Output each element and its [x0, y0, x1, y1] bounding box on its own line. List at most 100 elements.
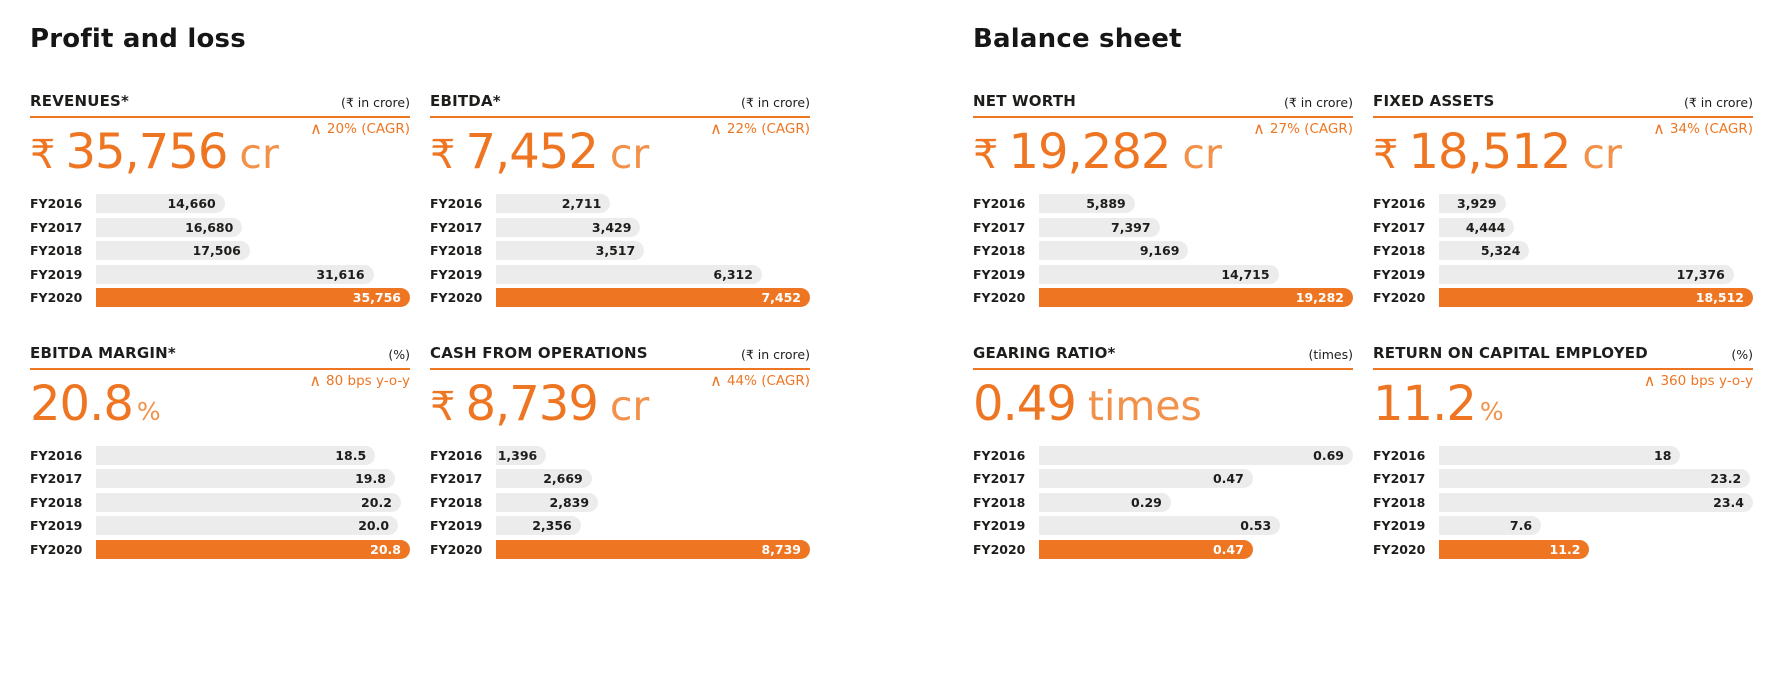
kpi-card-header: RETURN ON CAPITAL EMPLOYED (%) — [1373, 344, 1753, 370]
bar-row: FY2017 3,429 — [430, 217, 810, 237]
bar-track: 0.69 — [1039, 445, 1353, 465]
kpi-card: CASH FROM OPERATIONS (₹ in crore) ₹ 8,73… — [430, 344, 810, 564]
bar: 20.0 — [96, 516, 399, 535]
bar-year-label: FY2017 — [30, 471, 83, 486]
headline-value: ₹ 18,512 cr — [1373, 124, 1622, 180]
card-unit-label: (%) — [388, 346, 410, 362]
bar-track: 3,429 — [496, 217, 810, 237]
bar: 17,506 — [96, 241, 250, 260]
bar-track: 8,739 — [496, 539, 810, 559]
bar: 2,839 — [496, 492, 599, 512]
bar-track: 16,680 — [96, 217, 410, 237]
headline-unit: times — [1087, 381, 1202, 430]
bar-row: FY2016 18.5 — [30, 445, 410, 465]
headline-number: 0.49 — [973, 375, 1077, 432]
section-title: Profit and loss — [30, 24, 246, 54]
bar-row: FY2017 16,680 — [30, 217, 410, 237]
bar: 0.69 — [1039, 445, 1353, 465]
bar: 2,356 — [496, 516, 581, 535]
bar-year-label: FY2019 — [1373, 518, 1426, 533]
bar-value-label: 3,929 — [1457, 196, 1497, 211]
bar-track: 0.29 — [1039, 492, 1353, 512]
up-caret-icon: ∧ — [1643, 370, 1656, 390]
bar-track: 18.5 — [96, 445, 410, 465]
headline-value: 0.49 times — [973, 376, 1202, 432]
bar-row: FY2019 14,715 — [973, 264, 1353, 284]
headline-block: ₹ 35,756 cr ∧ 20% (CAGR) — [30, 118, 410, 192]
bar-value-label: 1,396 — [497, 447, 538, 463]
headline-number: 35,756 — [65, 124, 228, 180]
bar-year-label: FY2018 — [973, 243, 1026, 258]
bar: 23.4 — [1439, 492, 1753, 512]
bar-value-label: 6,312 — [713, 266, 753, 282]
bar-year-label: FY2018 — [30, 494, 83, 510]
bar-value-label: 3,517 — [595, 243, 636, 258]
bar-value-label: 8,739 — [761, 541, 801, 557]
bar-track: 6,312 — [496, 264, 810, 284]
bar-row: FY2018 3,517 — [430, 241, 810, 260]
bar-chart: FY2016 18.5 FY2017 19.8 FY2018 20.2 FY20… — [30, 445, 410, 559]
bar-year-label: FY2019 — [30, 518, 83, 533]
bar-track: 14,660 — [96, 194, 410, 213]
card-unit-label: (₹ in crore) — [1684, 95, 1753, 110]
bar-row: FY2020 0.47 — [973, 539, 1353, 559]
bar-row: FY2020 20.8 — [30, 539, 410, 559]
bar-track: 19.8 — [96, 469, 410, 488]
card-unit-label: (times) — [1308, 346, 1353, 362]
bar-value-label: 0.53 — [1240, 518, 1272, 533]
bar-track: 11.2 — [1439, 539, 1753, 559]
bar-track: 23.4 — [1439, 492, 1753, 512]
bar-value-label: 35,756 — [352, 290, 401, 305]
headline-block: ₹ 18,512 cr ∧ 34% (CAGR) — [1373, 118, 1753, 192]
up-caret-icon: ∧ — [310, 119, 322, 138]
bar-year-label: FY2017 — [1373, 219, 1426, 235]
change-text: 34% (CAGR) — [1669, 121, 1753, 137]
change-text: 27% (CAGR) — [1269, 121, 1353, 137]
bar-value-label: 16,680 — [185, 219, 234, 235]
card-unit-label: (₹ in crore) — [1284, 95, 1353, 110]
headline-block: 11.2 % ∧ 360 bps y-o-y — [1373, 370, 1753, 444]
card-title: EBITDA* — [430, 92, 501, 110]
up-caret-icon: ∧ — [1653, 119, 1665, 138]
bar: 14,660 — [96, 194, 225, 213]
bar-track: 2,669 — [496, 469, 810, 488]
bar-year-label: FY2020 — [430, 290, 483, 305]
kpi-card: RETURN ON CAPITAL EMPLOYED (%) 11.2 % ∧ … — [1373, 344, 1753, 564]
kpi-card-header: NET WORTH (₹ in crore) — [973, 92, 1353, 118]
change-indicator: ∧ 22% (CAGR) — [710, 121, 810, 138]
kpi-card: NET WORTH (₹ in crore) ₹ 19,282 cr ∧ 27%… — [973, 92, 1353, 312]
bar: 4,444 — [1439, 217, 1515, 237]
kpi-card-header: FIXED ASSETS (₹ in crore) — [1373, 92, 1753, 118]
bar-track: 0.47 — [1039, 469, 1353, 488]
bar-value-label: 5,889 — [1086, 196, 1126, 211]
bar-row: FY2019 6,312 — [430, 264, 810, 284]
bar-row: FY2018 20.2 — [30, 492, 410, 512]
bar-track: 14,715 — [1039, 264, 1353, 284]
change-text: 22% (CAGR) — [726, 121, 810, 137]
bar: 7.6 — [1439, 516, 1542, 535]
bar-track: 1,396 — [496, 445, 810, 465]
change-text: 44% (CAGR) — [726, 372, 810, 389]
bar-year-label: FY2016 — [30, 447, 83, 463]
headline-unit: % — [1479, 396, 1504, 426]
bar: 19,282 — [1039, 288, 1353, 307]
kpi-card: FIXED ASSETS (₹ in crore) ₹ 18,512 cr ∧ … — [1373, 92, 1753, 312]
bar-year-label: FY2017 — [973, 219, 1026, 235]
headline-unit: % — [136, 396, 161, 426]
bar-value-label: 20.8 — [370, 541, 401, 557]
bar-row: FY2020 19,282 — [973, 288, 1353, 307]
bar: 14,715 — [1039, 264, 1279, 284]
bar-track: 7.6 — [1439, 516, 1753, 535]
bar-value-label: 19.8 — [355, 471, 386, 486]
bar-row: FY2016 2,711 — [430, 194, 810, 213]
headline-unit: cr — [1582, 130, 1622, 178]
bar-year-label: FY2016 — [973, 196, 1026, 211]
bar-row: FY2018 9,169 — [973, 241, 1353, 260]
bar-value-label: 11.2 — [1549, 541, 1581, 557]
rupee-symbol: ₹ — [430, 383, 456, 430]
bar: 3,429 — [496, 217, 641, 237]
bar-track: 4,444 — [1439, 217, 1753, 237]
bar: 5,324 — [1439, 241, 1530, 260]
bar-value-label: 7,397 — [1111, 219, 1151, 235]
bar-track: 2,711 — [496, 194, 810, 213]
